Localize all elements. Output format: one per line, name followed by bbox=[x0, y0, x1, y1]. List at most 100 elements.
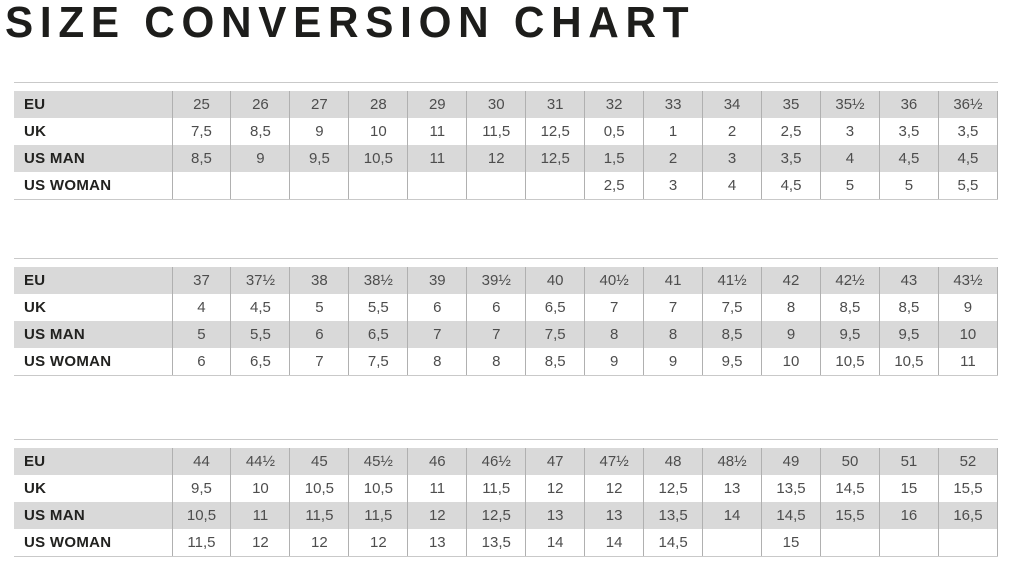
size-cell: 6 bbox=[289, 321, 349, 348]
size-cell: 13,5 bbox=[643, 502, 703, 529]
size-cell: 1,5 bbox=[584, 145, 644, 172]
size-cell: 7,5 bbox=[702, 294, 762, 321]
row-label: US MAN bbox=[24, 507, 85, 524]
size-cell: 3 bbox=[643, 172, 703, 199]
size-cell: 32 bbox=[584, 91, 644, 118]
size-cell: 13 bbox=[407, 529, 467, 556]
size-cell: 9 bbox=[937, 294, 999, 321]
size-cell: 15,5 bbox=[819, 502, 880, 529]
size-cell bbox=[289, 172, 349, 199]
table-row: UK 4 4,5 5 5,5 6 6 6,5 7 7 7,5 8 8,5 8,5 9 bbox=[14, 294, 999, 321]
row-label: US WOMAN bbox=[24, 353, 112, 370]
row-label: US MAN bbox=[24, 150, 85, 167]
size-cell: 46 bbox=[407, 448, 467, 475]
table-row: US WOMAN 2,5 3 4 4,5 5 5 5,5 bbox=[14, 172, 999, 199]
table-row: US MAN 5 5,5 6 6,5 7 7 7,5 8 8 8,5 9 9,5 9,5 10 bbox=[14, 321, 999, 348]
size-cell: 28 bbox=[348, 91, 408, 118]
size-cell: 10,5 bbox=[348, 475, 408, 502]
size-cell: 3,5 bbox=[878, 118, 939, 145]
size-cell: 12 bbox=[230, 529, 290, 556]
size-cell: 13,5 bbox=[466, 529, 526, 556]
row-label: US WOMAN bbox=[24, 534, 112, 551]
size-cell: 4,5 bbox=[230, 294, 290, 321]
size-cell: 13,5 bbox=[761, 475, 821, 502]
size-cell: 14 bbox=[584, 529, 644, 556]
size-cell: 10,5 bbox=[878, 348, 939, 375]
size-cell: 13 bbox=[584, 502, 644, 529]
size-cell: 5,5 bbox=[230, 321, 290, 348]
size-cell: 12 bbox=[289, 529, 349, 556]
size-cell: 12,5 bbox=[525, 118, 585, 145]
table-row: US WOMAN 11,5 12 12 12 13 13,5 14 14 14,5 15 bbox=[14, 529, 999, 556]
size-cell: 36 bbox=[878, 91, 939, 118]
size-cell: 4 bbox=[819, 145, 880, 172]
row-label: UK bbox=[24, 480, 47, 497]
row-label: US MAN bbox=[24, 326, 85, 343]
size-cell: 9 bbox=[289, 118, 349, 145]
size-cell: 12 bbox=[407, 502, 467, 529]
size-cell bbox=[702, 529, 762, 556]
size-cell: 9 bbox=[584, 348, 644, 375]
size-cell: 35½ bbox=[819, 91, 880, 118]
size-cell: 8,5 bbox=[702, 321, 762, 348]
size-cell: 49 bbox=[761, 448, 821, 475]
size-cell: 6,5 bbox=[525, 294, 585, 321]
size-cell bbox=[525, 172, 585, 199]
size-cell: 4 bbox=[171, 294, 231, 321]
size-cell: 9 bbox=[643, 348, 703, 375]
size-table-eu-37-43: EU 37 37½ 38 38½ 39 39½ 40 40½ 41 41½ 42 42½ 43 43½ UK 4… bbox=[14, 258, 999, 376]
size-cell: 6 bbox=[407, 294, 467, 321]
size-cell: 10,5 bbox=[819, 348, 880, 375]
size-cell: 7,5 bbox=[348, 348, 408, 375]
size-cell: 11,5 bbox=[348, 502, 408, 529]
size-cell: 48 bbox=[643, 448, 703, 475]
size-cell: 3,5 bbox=[761, 145, 821, 172]
size-cell bbox=[819, 529, 880, 556]
size-grid: EU 25 26 27 28 29 30 31 32 33 34 35 35½ 36 36½ UK 7,5 8,5… bbox=[14, 91, 999, 199]
table-row: UK 7,5 8,5 9 10 11 11,5 12,5 0,5 1 2 2,5 3 3,5 3,5 bbox=[14, 118, 999, 145]
size-cell: 40½ bbox=[584, 267, 644, 294]
size-cell: 39 bbox=[407, 267, 467, 294]
size-cell: 15 bbox=[761, 529, 821, 556]
size-cell: 48½ bbox=[702, 448, 762, 475]
size-cell: 34 bbox=[702, 91, 762, 118]
size-cell: 4,5 bbox=[878, 145, 939, 172]
size-cell: 7 bbox=[289, 348, 349, 375]
size-cell: 44 bbox=[171, 448, 231, 475]
row-label: EU bbox=[24, 453, 46, 470]
page-title: SIZE CONVERSION CHART bbox=[5, 0, 696, 47]
size-cell: 7 bbox=[584, 294, 644, 321]
size-cell: 37½ bbox=[230, 267, 290, 294]
size-cell bbox=[407, 172, 467, 199]
size-cell: 52 bbox=[937, 448, 999, 475]
size-cell: 51 bbox=[878, 448, 939, 475]
size-cell: 43 bbox=[878, 267, 939, 294]
size-cell: 30 bbox=[466, 91, 526, 118]
size-cell: 5 bbox=[289, 294, 349, 321]
size-cell: 10,5 bbox=[171, 502, 231, 529]
size-cell: 40 bbox=[525, 267, 585, 294]
size-cell: 8 bbox=[584, 321, 644, 348]
row-label: UK bbox=[24, 299, 47, 316]
size-cell: 12 bbox=[466, 145, 526, 172]
size-cell: 0,5 bbox=[584, 118, 644, 145]
size-cell: 14,5 bbox=[643, 529, 703, 556]
size-cell: 4 bbox=[702, 172, 762, 199]
size-cell: 47 bbox=[525, 448, 585, 475]
size-cell: 9 bbox=[761, 321, 821, 348]
size-cell: 11 bbox=[407, 145, 467, 172]
size-cell: 29 bbox=[407, 91, 467, 118]
size-cell: 5,5 bbox=[348, 294, 408, 321]
size-cell: 12,5 bbox=[643, 475, 703, 502]
size-cell: 16,5 bbox=[937, 502, 999, 529]
size-cell: 38 bbox=[289, 267, 349, 294]
row-label: EU bbox=[24, 272, 46, 289]
size-cell: 10 bbox=[230, 475, 290, 502]
row-label: US WOMAN bbox=[24, 177, 112, 194]
size-cell: 11 bbox=[937, 348, 999, 375]
size-cell: 9,5 bbox=[878, 321, 939, 348]
size-cell: 10 bbox=[937, 321, 999, 348]
size-cell: 35 bbox=[761, 91, 821, 118]
size-cell: 14 bbox=[525, 529, 585, 556]
size-cell: 9,5 bbox=[819, 321, 880, 348]
